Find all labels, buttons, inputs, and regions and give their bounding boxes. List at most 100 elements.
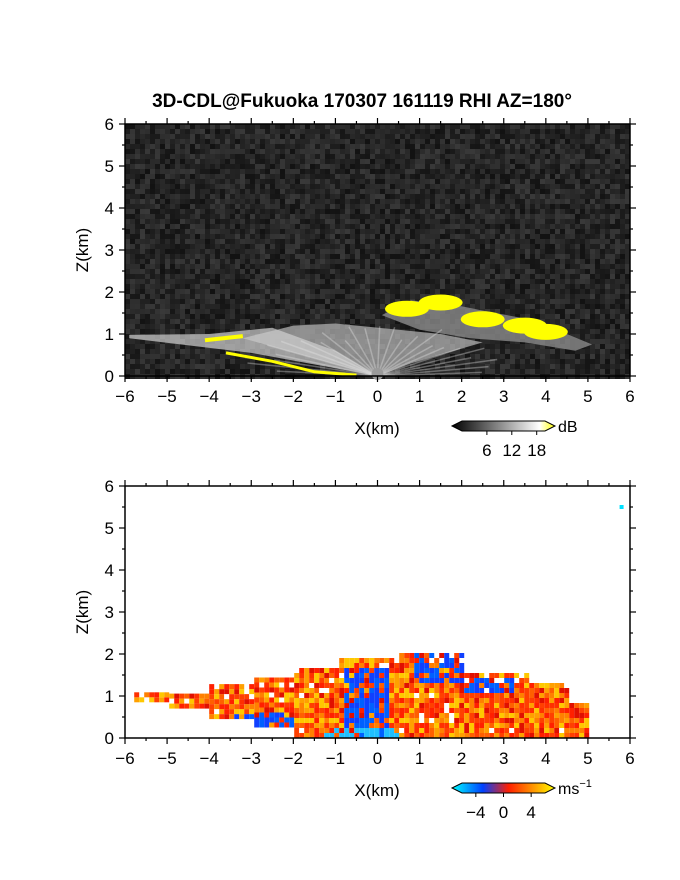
noise-cell bbox=[400, 219, 405, 224]
noise-cell bbox=[470, 174, 475, 179]
noise-cell bbox=[490, 234, 495, 239]
noise-cell bbox=[170, 144, 175, 149]
noise-cell bbox=[390, 284, 395, 289]
noise-cell bbox=[590, 214, 595, 219]
noise-cell bbox=[175, 169, 180, 174]
noise-cell bbox=[290, 149, 295, 154]
noise-cell bbox=[570, 189, 575, 194]
noise-cell bbox=[265, 309, 270, 314]
noise-cell bbox=[500, 169, 505, 174]
noise-cell bbox=[240, 309, 245, 314]
noise-cell bbox=[560, 279, 565, 284]
noise-cell bbox=[410, 174, 415, 179]
noise-cell bbox=[345, 154, 350, 159]
noise-cell bbox=[375, 279, 380, 284]
noise-cell bbox=[310, 194, 315, 199]
noise-cell bbox=[525, 259, 530, 264]
noise-cell bbox=[360, 299, 365, 304]
noise-cell bbox=[590, 129, 595, 134]
noise-cell bbox=[340, 244, 345, 249]
noise-cell bbox=[250, 279, 255, 284]
noise-cell bbox=[125, 369, 130, 374]
noise-cell bbox=[300, 224, 305, 229]
noise-cell bbox=[355, 219, 360, 224]
noise-cell bbox=[180, 169, 185, 174]
noise-cell bbox=[320, 194, 325, 199]
noise-cell bbox=[570, 204, 575, 209]
noise-cell bbox=[150, 209, 155, 214]
noise-cell bbox=[375, 159, 380, 164]
noise-cell bbox=[315, 274, 320, 279]
noise-cell bbox=[265, 279, 270, 284]
noise-cell bbox=[485, 349, 490, 354]
noise-cell bbox=[380, 184, 385, 189]
noise-cell bbox=[155, 264, 160, 269]
noise-cell bbox=[420, 169, 425, 174]
noise-cell bbox=[590, 234, 595, 239]
noise-cell bbox=[605, 349, 610, 354]
noise-cell bbox=[185, 139, 190, 144]
noise-cell bbox=[260, 189, 265, 194]
noise-cell bbox=[130, 139, 135, 144]
noise-cell bbox=[420, 154, 425, 159]
noise-cell bbox=[355, 229, 360, 234]
noise-cell bbox=[390, 289, 395, 294]
noise-cell bbox=[340, 319, 345, 324]
noise-cell bbox=[515, 179, 520, 184]
noise-cell bbox=[540, 234, 545, 239]
chart-title: 3D-CDL@Fukuoka 170307 161119 RHI AZ=180° bbox=[152, 91, 572, 112]
noise-cell bbox=[275, 299, 280, 304]
noise-cell bbox=[555, 219, 560, 224]
noise-cell bbox=[405, 214, 410, 219]
noise-cell bbox=[215, 294, 220, 299]
noise-cell bbox=[530, 149, 535, 154]
noise-cell bbox=[375, 144, 380, 149]
noise-cell bbox=[400, 194, 405, 199]
noise-cell bbox=[610, 309, 615, 314]
noise-cell bbox=[375, 219, 380, 224]
noise-cell bbox=[625, 209, 630, 214]
noise-cell bbox=[535, 289, 540, 294]
noise-cell bbox=[330, 279, 335, 284]
noise-cell bbox=[500, 264, 505, 269]
noise-cell bbox=[150, 199, 155, 204]
noise-cell bbox=[215, 269, 220, 274]
noise-cell bbox=[335, 314, 340, 319]
noise-cell bbox=[150, 214, 155, 219]
noise-cell bbox=[185, 254, 190, 259]
noise-cell bbox=[575, 319, 580, 324]
noise-cell bbox=[365, 224, 370, 229]
noise-cell bbox=[125, 184, 130, 189]
noise-cell bbox=[145, 184, 150, 189]
noise-cell bbox=[385, 124, 390, 129]
noise-cell bbox=[125, 359, 130, 364]
noise-cell bbox=[500, 184, 505, 189]
noise-cell bbox=[595, 254, 600, 259]
noise-cell bbox=[180, 174, 185, 179]
noise-cell bbox=[130, 349, 135, 354]
noise-cell bbox=[245, 164, 250, 169]
noise-cell bbox=[525, 224, 530, 229]
noise-cell bbox=[440, 269, 445, 274]
noise-cell bbox=[150, 229, 155, 234]
noise-cell bbox=[490, 224, 495, 229]
noise-cell bbox=[620, 269, 625, 274]
noise-cell bbox=[145, 259, 150, 264]
noise-cell bbox=[265, 314, 270, 319]
noise-cell bbox=[425, 164, 430, 169]
noise-cell bbox=[625, 354, 630, 359]
noise-cell bbox=[455, 219, 460, 224]
noise-cell bbox=[125, 134, 130, 139]
noise-cell bbox=[430, 254, 435, 259]
noise-cell bbox=[305, 234, 310, 239]
noise-cell bbox=[545, 189, 550, 194]
noise-cell bbox=[500, 244, 505, 249]
noise-cell bbox=[440, 249, 445, 254]
noise-cell bbox=[215, 204, 220, 209]
noise-cell bbox=[340, 169, 345, 174]
noise-cell bbox=[155, 159, 160, 164]
noise-cell bbox=[355, 269, 360, 274]
noise-cell bbox=[345, 179, 350, 184]
noise-cell bbox=[250, 124, 255, 129]
noise-cell bbox=[155, 239, 160, 244]
